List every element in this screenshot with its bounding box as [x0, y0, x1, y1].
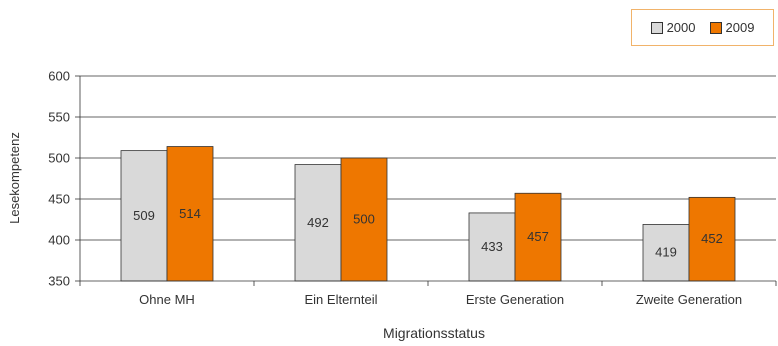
y-tick-label: 500 [48, 151, 70, 166]
x-tick-label: Erste Generation [466, 292, 564, 307]
legend-swatch-2009 [709, 21, 722, 34]
legend-label-2009: 2009 [725, 20, 755, 35]
legend-item-2000: 2000 [650, 20, 696, 35]
data-label: 433 [481, 239, 503, 254]
bar-2000 [294, 164, 342, 282]
data-label: 419 [655, 245, 677, 260]
y-tick-label: 600 [48, 69, 70, 84]
data-label: 457 [527, 229, 549, 244]
x-axis-label: Migrationsstatus [383, 325, 485, 341]
legend-label-2000: 2000 [666, 20, 696, 35]
y-axis-label: Lesekompetenz [7, 132, 22, 224]
y-tick-label: 350 [48, 274, 70, 289]
bar-2009 [514, 192, 562, 282]
bar-2000 [642, 224, 690, 282]
bars: 509 514 492 500 433 457 419 452 [120, 146, 736, 282]
y-tick-label: 450 [48, 192, 70, 207]
axes: 350 400 450 500 550 600 Ohne MH Ein Elternteil E… [48, 69, 777, 307]
data-label: 509 [133, 208, 155, 223]
legend: 2000 2009 [631, 9, 774, 46]
legend-item-2009: 2009 [709, 20, 755, 35]
y-tick-label: 400 [48, 233, 70, 248]
x-tick-label: Ohne MH [139, 292, 195, 307]
data-label: 452 [701, 231, 723, 246]
bar-2000 [468, 212, 516, 282]
bar-2009 [688, 196, 736, 282]
data-label: 492 [307, 215, 329, 230]
y-tick-label: 550 [48, 110, 70, 125]
x-tick-label: Ein Elternteil [305, 292, 378, 307]
legend-swatch-2000 [650, 21, 663, 34]
bar-2009 [340, 157, 388, 282]
x-tick-label: Zweite Generation [636, 292, 742, 307]
data-label: 514 [179, 206, 201, 221]
data-label: 500 [353, 212, 375, 227]
bar-2000 [120, 150, 168, 282]
